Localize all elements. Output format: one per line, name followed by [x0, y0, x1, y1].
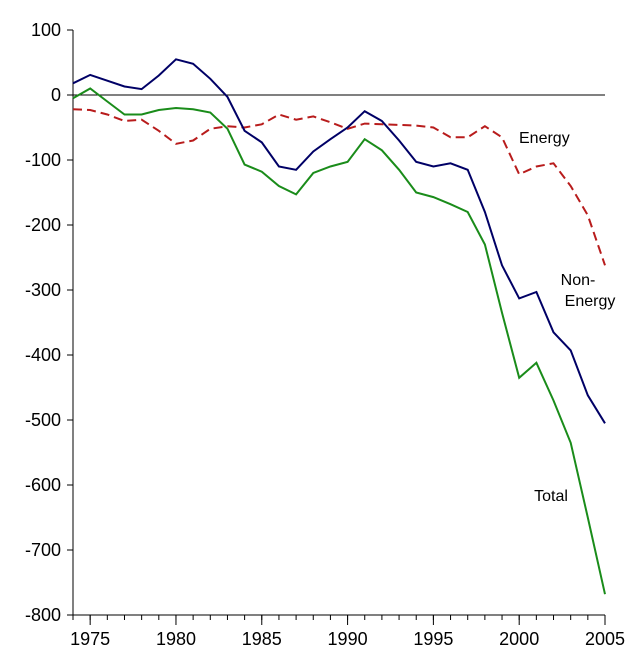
series-line [72, 108, 606, 266]
x-tick-label: 1985 [242, 629, 282, 649]
x-tick-label: 1990 [328, 629, 368, 649]
x-tick-label: 1995 [413, 629, 453, 649]
series-label: Energy [519, 130, 570, 147]
label-line: Non- [561, 272, 596, 289]
x-tick-label: 2000 [499, 629, 539, 649]
y-tick-label: -400 [25, 345, 61, 365]
label-line: Energy [565, 293, 616, 310]
y-tick-label: -600 [25, 475, 61, 495]
x-tick-label: 2005 [585, 629, 625, 649]
y-tick-label: -100 [25, 150, 61, 170]
x-tick-label: 1975 [70, 629, 110, 649]
y-tick-label: -300 [25, 280, 61, 300]
y-tick-label: 100 [31, 20, 61, 40]
y-tick-label: -500 [25, 410, 61, 430]
series-line [72, 58, 606, 424]
y-tick-label: -200 [25, 215, 61, 235]
series-label: Non- Energy [561, 272, 616, 310]
series-line [72, 87, 606, 595]
x-tick-label: 1980 [156, 629, 196, 649]
y-tick-label: -700 [25, 540, 61, 560]
y-tick-label: 0 [51, 85, 61, 105]
y-tick-label: -800 [25, 605, 61, 625]
series-label: Total [534, 488, 568, 505]
